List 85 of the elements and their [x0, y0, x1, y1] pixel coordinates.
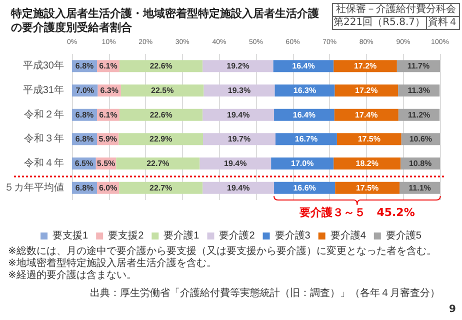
- data-label: 22.5%: [151, 86, 174, 95]
- data-label: 22.7%: [146, 159, 170, 168]
- data-label: 6.8%: [75, 110, 94, 120]
- data-label: 19.3%: [228, 86, 251, 95]
- y-tick-label: 平成30年: [22, 60, 64, 72]
- data-label: 11.7%: [407, 62, 430, 71]
- bar: [335, 182, 400, 194]
- legend-label: 要介護4: [330, 230, 366, 242]
- data-label: 11.2%: [408, 110, 430, 120]
- data-label: 22.9%: [150, 134, 172, 144]
- data-label: 11.3%: [408, 86, 430, 95]
- y-tick-label: 令和３年: [24, 132, 64, 145]
- text: ※地域密着型特定施設入居者生活介護を含む。: [8, 258, 216, 270]
- data-label: 22.6%: [150, 62, 172, 71]
- y-tick-label: ５カ年平均値: [4, 181, 64, 194]
- bar: [116, 158, 200, 170]
- text: 第221回（R5.8.7）: [332, 16, 426, 30]
- source-note: 出典：厚生労働省「介護給付費等実態統計（旧：調査）」（各年４月審査分）: [90, 288, 440, 300]
- data-label: 16.4%: [292, 110, 316, 120]
- bar: [334, 108, 398, 121]
- data-label: 6.8%: [75, 183, 94, 192]
- bar: [118, 133, 204, 146]
- chart-title: 特定施設入居者生活介護・地域密着型特定施設入居者生活介護の要介護度別受給者割合: [10, 7, 319, 34]
- data-label: 5.9%: [98, 134, 117, 144]
- data-label: 17.5%: [356, 183, 379, 192]
- bar: [334, 158, 401, 170]
- bar: [271, 158, 334, 170]
- bar: [202, 108, 274, 121]
- data-label: 6.0%: [98, 183, 118, 192]
- data-label: 10.8%: [408, 159, 432, 168]
- text: ※総数には、月の途中で要介護から要支援（又は要支援から要介護）に変更となった者を含む。: [8, 246, 436, 258]
- bar: [202, 182, 274, 194]
- text: 社保審－介護給付費分科会: [332, 4, 460, 16]
- text: 要介護３～５ 45.2%: [300, 206, 415, 219]
- data-label: 16.7%: [294, 134, 318, 144]
- bar: [119, 108, 203, 121]
- bar: [204, 84, 275, 96]
- data-label: 11.1%: [408, 183, 431, 192]
- data-label: 10.6%: [409, 134, 432, 144]
- data-label: 19.7%: [228, 134, 251, 144]
- legend-label: 要介護5: [386, 230, 422, 242]
- data-label: 22.6%: [150, 110, 172, 120]
- data-label: 7.0%: [76, 86, 94, 95]
- data-label: 22.7%: [150, 183, 172, 192]
- data-label: 17.0%: [291, 159, 314, 168]
- legend-label: 要支援1: [52, 230, 89, 242]
- data-label: 5.5%: [96, 159, 116, 168]
- bar: [276, 133, 337, 146]
- data-label: 19.4%: [226, 110, 250, 120]
- data-label: 6.5%: [74, 159, 94, 168]
- data-label: 19.2%: [226, 62, 250, 71]
- bar: [119, 60, 203, 72]
- bar: [119, 182, 203, 194]
- data-label: 18.2%: [356, 159, 378, 168]
- bar: [334, 84, 398, 96]
- legend-label: 要支援2: [108, 230, 144, 242]
- y-tick-label: 令和２年: [24, 108, 64, 120]
- data-label: 17.2%: [354, 62, 377, 71]
- bar: [120, 84, 204, 96]
- bar: [336, 133, 402, 146]
- data-label: 16.4%: [292, 62, 315, 71]
- bar: [200, 158, 272, 170]
- data-label: 17.5%: [358, 134, 381, 144]
- data-label: 17.4%: [355, 110, 378, 120]
- text: ※経過的要介護は含まない。: [8, 270, 136, 282]
- data-label: 6.3%: [100, 86, 118, 95]
- legend-label: 要介護2: [219, 230, 256, 242]
- legend-label: 要介護1: [164, 230, 200, 242]
- y-tick-label: 令和４年: [24, 157, 64, 169]
- data-label: 17.2%: [355, 86, 378, 95]
- legend-label: 要介護3: [274, 230, 311, 242]
- data-label: 6.1%: [99, 62, 118, 71]
- data-label: 19.4%: [226, 183, 250, 192]
- bar: [334, 60, 397, 72]
- text: 9: [449, 304, 456, 316]
- data-label: 16.3%: [293, 86, 316, 95]
- data-label: 19.4%: [224, 159, 247, 168]
- text: 資料４: [426, 16, 460, 30]
- y-tick-label: 平成31年: [22, 84, 64, 96]
- bar: [202, 60, 274, 72]
- data-label: 6.8%: [75, 62, 94, 71]
- data-label: 6.8%: [75, 134, 94, 144]
- bar: [203, 133, 276, 146]
- data-label: 6.1%: [99, 110, 118, 120]
- data-label: 16.6%: [293, 183, 316, 192]
